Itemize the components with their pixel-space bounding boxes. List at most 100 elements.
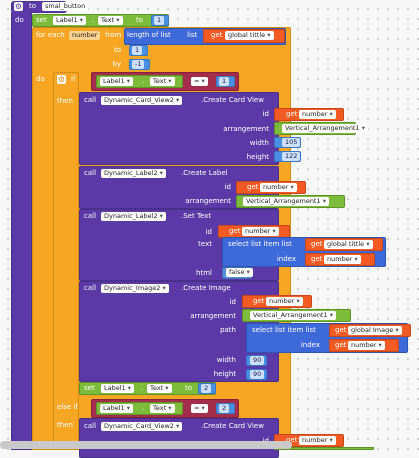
property-dropdown[interactable]: Text	[98, 16, 123, 25]
get-label: get	[286, 436, 298, 444]
height-label: height	[246, 153, 269, 161]
component-dropdown[interactable]: Dynamic_Card_View2	[101, 96, 183, 105]
get-label: get	[335, 326, 347, 334]
id-label: id	[229, 298, 236, 306]
property-dropdown[interactable]: Text	[150, 77, 175, 86]
loop-variable-field[interactable]: number	[69, 31, 101, 40]
number-value[interactable]: 2	[201, 384, 212, 393]
call-label: call	[84, 422, 97, 430]
component-dropdown[interactable]: Label1	[100, 77, 134, 86]
variable-dropdown[interactable]: number	[242, 227, 279, 236]
arrangement-label: arrangement	[223, 125, 269, 133]
set-label: set	[84, 384, 95, 392]
global-variable-dropdown[interactable]: global tittle	[225, 31, 274, 40]
if-block[interactable]	[53, 72, 79, 450]
variable-dropdown[interactable]: number	[299, 436, 336, 445]
method-label: .Set Text	[181, 212, 212, 220]
dot-label: .	[142, 77, 145, 85]
component-dropdown[interactable]: Dynamic_Card_View2	[101, 422, 183, 431]
path-label: path	[220, 326, 236, 334]
variable-dropdown[interactable]: number	[260, 183, 297, 192]
width-value[interactable]: 105	[282, 138, 301, 147]
call-label: call	[84, 284, 97, 292]
dot-label: .	[141, 384, 144, 392]
id-label: id	[224, 183, 231, 191]
for-each-label: for each	[36, 31, 65, 39]
boolean-dropdown[interactable]: false	[226, 268, 253, 277]
get-label: get	[229, 227, 241, 235]
get-label: get	[311, 255, 323, 263]
method-label: .Create Card View	[201, 96, 264, 104]
arrangement-label: arrangement	[185, 197, 231, 205]
to-number-value[interactable]: 1	[132, 46, 143, 55]
get-label: get	[335, 341, 347, 349]
arrangement-dropdown[interactable]: Vertical_Arrangement1	[243, 197, 329, 206]
width-value[interactable]: 90	[250, 356, 265, 365]
number-value[interactable]: 1	[154, 16, 165, 25]
html-label: html	[196, 269, 212, 277]
else-if-label: else if	[57, 403, 78, 411]
get-label: get	[211, 31, 223, 39]
operator-dropdown[interactable]: =	[191, 404, 208, 413]
method-label: .Create Image	[181, 284, 231, 292]
length-of-list-label: length of list	[127, 31, 171, 39]
width-label: width	[216, 356, 236, 364]
component-dropdown[interactable]: Dynamic_Image2	[101, 284, 169, 293]
variable-dropdown[interactable]: number	[266, 297, 303, 306]
component-dropdown[interactable]: Dynamic_Label2	[101, 212, 166, 221]
horizontal-scrollbar[interactable]	[0, 441, 292, 449]
index-label: index	[276, 255, 296, 263]
compare-number-value[interactable]: 1	[219, 77, 230, 86]
gear-icon[interactable]: ⚙	[57, 75, 66, 84]
call-label: call	[84, 96, 97, 104]
create-image-block[interactable]	[79, 281, 279, 382]
call-label: call	[84, 169, 97, 177]
variable-dropdown[interactable]: number	[324, 255, 361, 264]
to-label: to	[185, 384, 193, 392]
then-label: then	[57, 421, 73, 429]
procedure-to-label: to	[29, 2, 37, 10]
height-value[interactable]: 90	[250, 370, 265, 379]
width-label: width	[249, 139, 269, 147]
global-variable-dropdown[interactable]: global Image	[348, 326, 402, 335]
index-label: index	[300, 341, 320, 349]
dot-label: .	[92, 16, 95, 24]
to-label: to	[136, 16, 144, 24]
procedure-name-field[interactable]: smal_button	[42, 2, 89, 11]
get-label: get	[247, 183, 259, 191]
variable-dropdown[interactable]: number	[299, 110, 336, 119]
dot-label: .	[142, 404, 145, 412]
component-dropdown[interactable]: Dynamic_Label2	[101, 169, 166, 178]
id-label: id	[205, 228, 212, 236]
procedure-body	[11, 12, 32, 450]
variable-dropdown[interactable]: number	[348, 341, 385, 350]
operator-dropdown[interactable]: =	[191, 77, 208, 86]
property-dropdown[interactable]: Text	[147, 384, 172, 393]
arrangement-label: arrangement	[190, 312, 236, 320]
component-dropdown[interactable]: Label1	[101, 384, 135, 393]
property-dropdown[interactable]: Text	[150, 404, 175, 413]
get-label: get	[253, 297, 265, 305]
get-label: get	[286, 110, 298, 118]
height-label: height	[213, 370, 236, 378]
global-variable-dropdown[interactable]: global tittle	[324, 240, 373, 249]
loop-do-label: do	[36, 75, 45, 83]
text-label: text	[198, 240, 212, 248]
height-value[interactable]: 122	[282, 152, 301, 161]
get-label: get	[311, 240, 323, 248]
component-dropdown[interactable]: Label1	[53, 16, 87, 25]
component-dropdown[interactable]: Label1	[100, 404, 134, 413]
arrangement-dropdown[interactable]: Vertical_Arrangement1	[250, 311, 336, 320]
select-list-item-label: select list item list	[228, 240, 292, 248]
method-label: .Create Card View	[201, 422, 264, 430]
id-label: id	[262, 110, 269, 118]
by-number-value[interactable]: -1	[132, 60, 145, 69]
by-label: by	[112, 60, 121, 68]
gear-icon[interactable]: ⚙	[14, 2, 23, 11]
set-label: set	[36, 16, 47, 24]
to-label: to	[113, 46, 121, 54]
compare-number-value[interactable]: 2	[219, 404, 230, 413]
arrangement-dropdown[interactable]: Vertical_Arrangement1	[282, 124, 368, 133]
from-label: from	[105, 31, 122, 39]
select-list-item-label: select list item list	[252, 326, 316, 334]
